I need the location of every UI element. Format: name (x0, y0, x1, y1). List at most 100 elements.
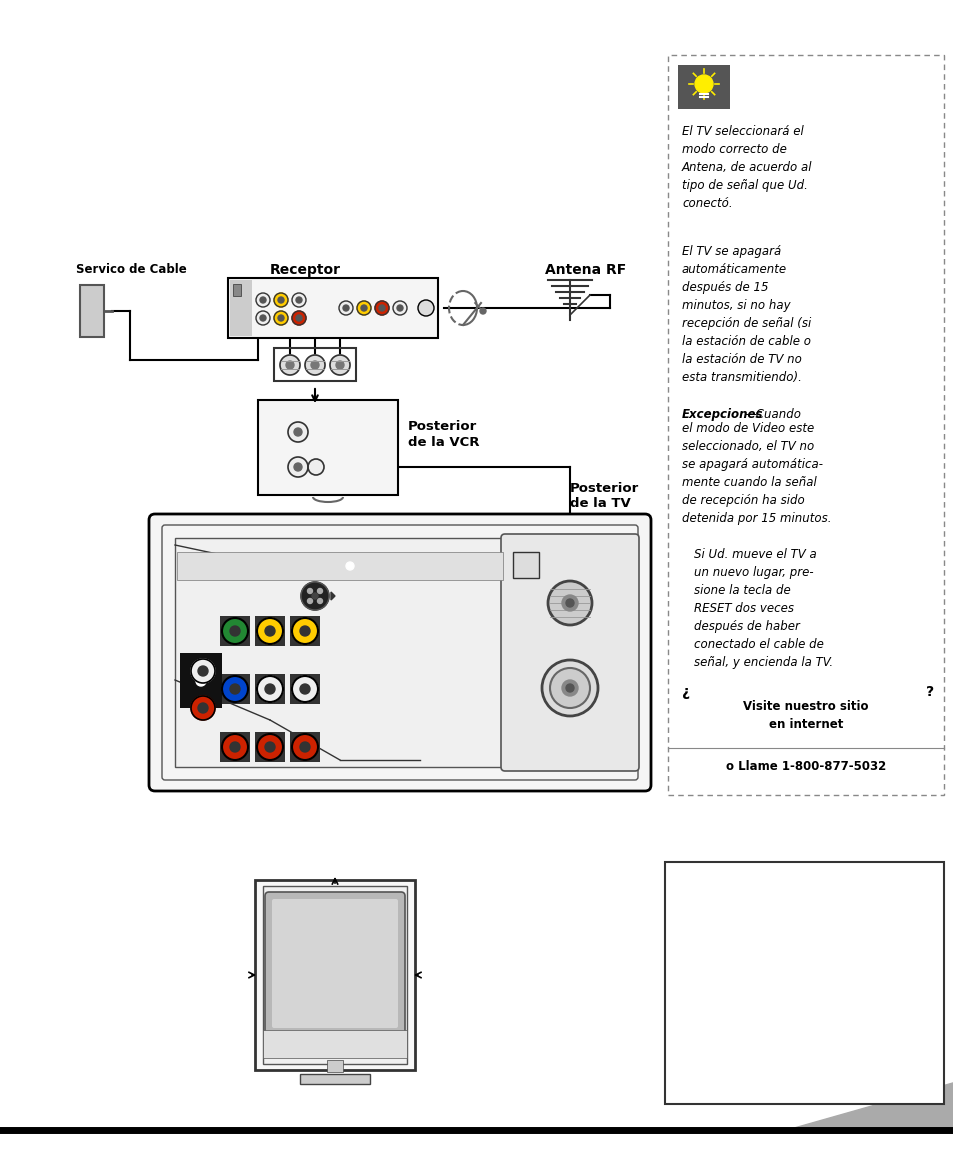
Circle shape (312, 593, 317, 599)
Text: el modo de Video este
seleccionado, el TV no
se apagará automática-
mente cuando: el modo de Video este seleccionado, el T… (681, 422, 831, 525)
Circle shape (311, 360, 318, 369)
FancyBboxPatch shape (265, 892, 405, 1035)
Circle shape (375, 301, 389, 315)
Circle shape (222, 734, 248, 760)
Circle shape (294, 428, 302, 436)
Text: Servico de Cable: Servico de Cable (76, 263, 187, 276)
Circle shape (417, 300, 434, 316)
Circle shape (191, 697, 214, 720)
Bar (220, 675, 250, 704)
Circle shape (198, 666, 208, 676)
Circle shape (230, 742, 240, 752)
FancyBboxPatch shape (272, 899, 397, 1028)
Circle shape (378, 305, 385, 311)
Bar (667, 54, 943, 795)
Circle shape (222, 676, 248, 702)
Text: de la TV: de la TV (569, 497, 630, 510)
Circle shape (308, 459, 324, 475)
Bar (230, 280, 252, 336)
Text: Si Ud. mueve el TV a
un nuevo lugar, pre-
sione la tecla de
RESET dos veces
desp: Si Ud. mueve el TV a un nuevo lugar, pre… (693, 548, 832, 669)
Bar (290, 732, 319, 761)
Circle shape (292, 734, 317, 760)
Bar (290, 615, 319, 646)
Bar (177, 552, 502, 580)
Text: de la VCR: de la VCR (408, 436, 479, 449)
FancyBboxPatch shape (500, 534, 639, 771)
Circle shape (198, 704, 208, 713)
Circle shape (547, 581, 592, 625)
Text: Excepciones: Excepciones (681, 408, 762, 421)
Text: Visite nuestro sitio: Visite nuestro sitio (742, 700, 868, 713)
Bar (220, 732, 250, 761)
Circle shape (265, 684, 274, 694)
Bar (327, 1060, 343, 1072)
Bar (263, 885, 407, 1064)
Circle shape (695, 75, 712, 93)
Circle shape (479, 308, 485, 314)
Circle shape (343, 305, 349, 311)
Circle shape (255, 311, 270, 325)
Circle shape (265, 742, 274, 752)
Circle shape (222, 618, 248, 644)
Circle shape (277, 315, 284, 321)
Text: Posterior: Posterior (408, 420, 476, 433)
Circle shape (346, 562, 354, 570)
Bar (257, 400, 397, 495)
Circle shape (292, 293, 306, 307)
Bar (233, 284, 241, 296)
Bar (274, 348, 355, 381)
Bar (80, 285, 104, 337)
Bar (299, 1074, 370, 1084)
Circle shape (286, 360, 294, 369)
Circle shape (292, 311, 306, 325)
Circle shape (256, 734, 283, 760)
Bar (678, 65, 729, 109)
Bar (290, 675, 319, 704)
Bar (174, 538, 504, 767)
Circle shape (307, 598, 313, 604)
Circle shape (335, 360, 344, 369)
Bar (254, 880, 415, 1070)
Circle shape (299, 626, 310, 636)
Circle shape (301, 582, 329, 610)
Text: El TV se apagará
automáticamente
después de 15
minutos, si no hay
recepción de s: El TV se apagará automáticamente después… (681, 245, 810, 384)
Text: o Llame 1-800-877-5032: o Llame 1-800-877-5032 (725, 760, 885, 773)
Circle shape (255, 293, 270, 307)
Circle shape (356, 301, 371, 315)
Circle shape (317, 598, 322, 604)
Circle shape (256, 676, 283, 702)
Circle shape (317, 589, 322, 593)
Text: ¿: ¿ (681, 685, 689, 699)
Bar (254, 732, 285, 761)
Bar (664, 862, 943, 1105)
Circle shape (299, 684, 310, 694)
Circle shape (274, 293, 288, 307)
Polygon shape (331, 592, 335, 600)
Circle shape (541, 659, 598, 716)
Circle shape (330, 355, 350, 376)
Text: en internet: en internet (768, 717, 842, 731)
Circle shape (295, 297, 302, 302)
Circle shape (292, 676, 317, 702)
Circle shape (230, 684, 240, 694)
Bar (254, 615, 285, 646)
Circle shape (299, 742, 310, 752)
Circle shape (393, 301, 407, 315)
Circle shape (195, 676, 206, 686)
Circle shape (288, 422, 308, 442)
Circle shape (561, 595, 578, 611)
Circle shape (288, 457, 308, 478)
FancyBboxPatch shape (149, 513, 650, 790)
Circle shape (260, 297, 266, 302)
Text: Receptor: Receptor (269, 263, 340, 277)
Circle shape (396, 305, 402, 311)
Text: El TV seleccionará el
modo correcto de
Antena, de acuerdo al
tipo de señal que U: El TV seleccionará el modo correcto de A… (681, 125, 812, 210)
Circle shape (260, 315, 266, 321)
Text: ?: ? (925, 685, 933, 699)
Text: Antena RF: Antena RF (544, 263, 625, 277)
Bar (254, 675, 285, 704)
Circle shape (277, 297, 284, 302)
Circle shape (274, 311, 288, 325)
Circle shape (292, 618, 317, 644)
Circle shape (294, 462, 302, 471)
